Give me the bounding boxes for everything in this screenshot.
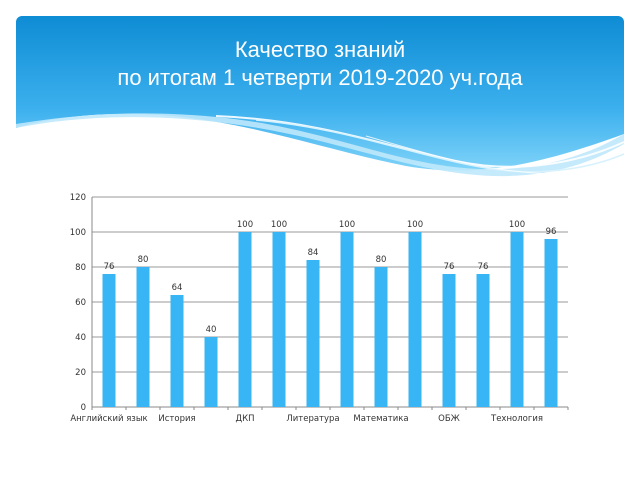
data-label: 100 (339, 220, 355, 230)
x-category-label: ОБЖ (438, 414, 460, 424)
slide: Качество знаний по итогам 1 четверти 201… (16, 16, 624, 464)
bar (306, 260, 320, 407)
header-wave-graphic (16, 16, 624, 177)
data-label: 80 (376, 255, 387, 265)
bar-chart: 0 20 40 60 80 100 120 76 80 64 40 100 100 84 100 80 100 7… (16, 16, 624, 464)
bar (510, 232, 524, 407)
x-category-label: ДКП (235, 414, 254, 424)
chart-canvas: 0 20 40 60 80 100 120 76 80 64 40 100 100 84 100 80 100 7… (70, 193, 569, 424)
bar (442, 274, 456, 407)
header-banner: Качество знаний по итогам 1 четверти 201… (16, 16, 624, 191)
data-label: 100 (271, 220, 287, 230)
bar (374, 267, 388, 407)
x-category-label: Английский язык (70, 414, 147, 424)
data-label: 84 (308, 248, 319, 258)
x-category-label: Технология (490, 414, 543, 424)
y-tick-label: 100 (70, 228, 86, 238)
bar (136, 267, 150, 407)
y-tick-label: 80 (75, 263, 86, 273)
bar (204, 337, 218, 407)
bar (340, 232, 354, 407)
data-label: 76 (444, 262, 455, 272)
data-label: 80 (138, 255, 149, 265)
bar (544, 239, 558, 407)
bar (102, 274, 116, 407)
y-tick-label: 120 (70, 193, 86, 203)
data-label: 76 (104, 262, 115, 272)
data-label: 64 (172, 283, 183, 293)
x-category-label: Математика (353, 414, 408, 424)
x-category-label: История (158, 414, 195, 424)
bar (170, 295, 184, 407)
data-label: 100 (407, 220, 423, 230)
data-label: 96 (546, 227, 557, 237)
slide-title: Качество знаний по итогам 1 четверти 201… (16, 36, 624, 92)
data-label: 100 (509, 220, 525, 230)
x-category-label: Литература (286, 414, 339, 424)
bar (408, 232, 422, 407)
data-label: 100 (237, 220, 253, 230)
y-tick-label: 40 (75, 333, 86, 343)
data-label: 40 (206, 325, 217, 335)
y-tick-label: 60 (75, 298, 86, 308)
bar (238, 232, 252, 407)
y-tick-label: 20 (75, 368, 86, 378)
bar (476, 274, 490, 407)
y-tick-label: 0 (81, 403, 86, 413)
title-line-2: по итогам 1 четверти 2019-2020 уч.года (117, 65, 523, 90)
data-label: 76 (478, 262, 489, 272)
title-line-1: Качество знаний (234, 37, 406, 62)
bar (272, 232, 286, 407)
